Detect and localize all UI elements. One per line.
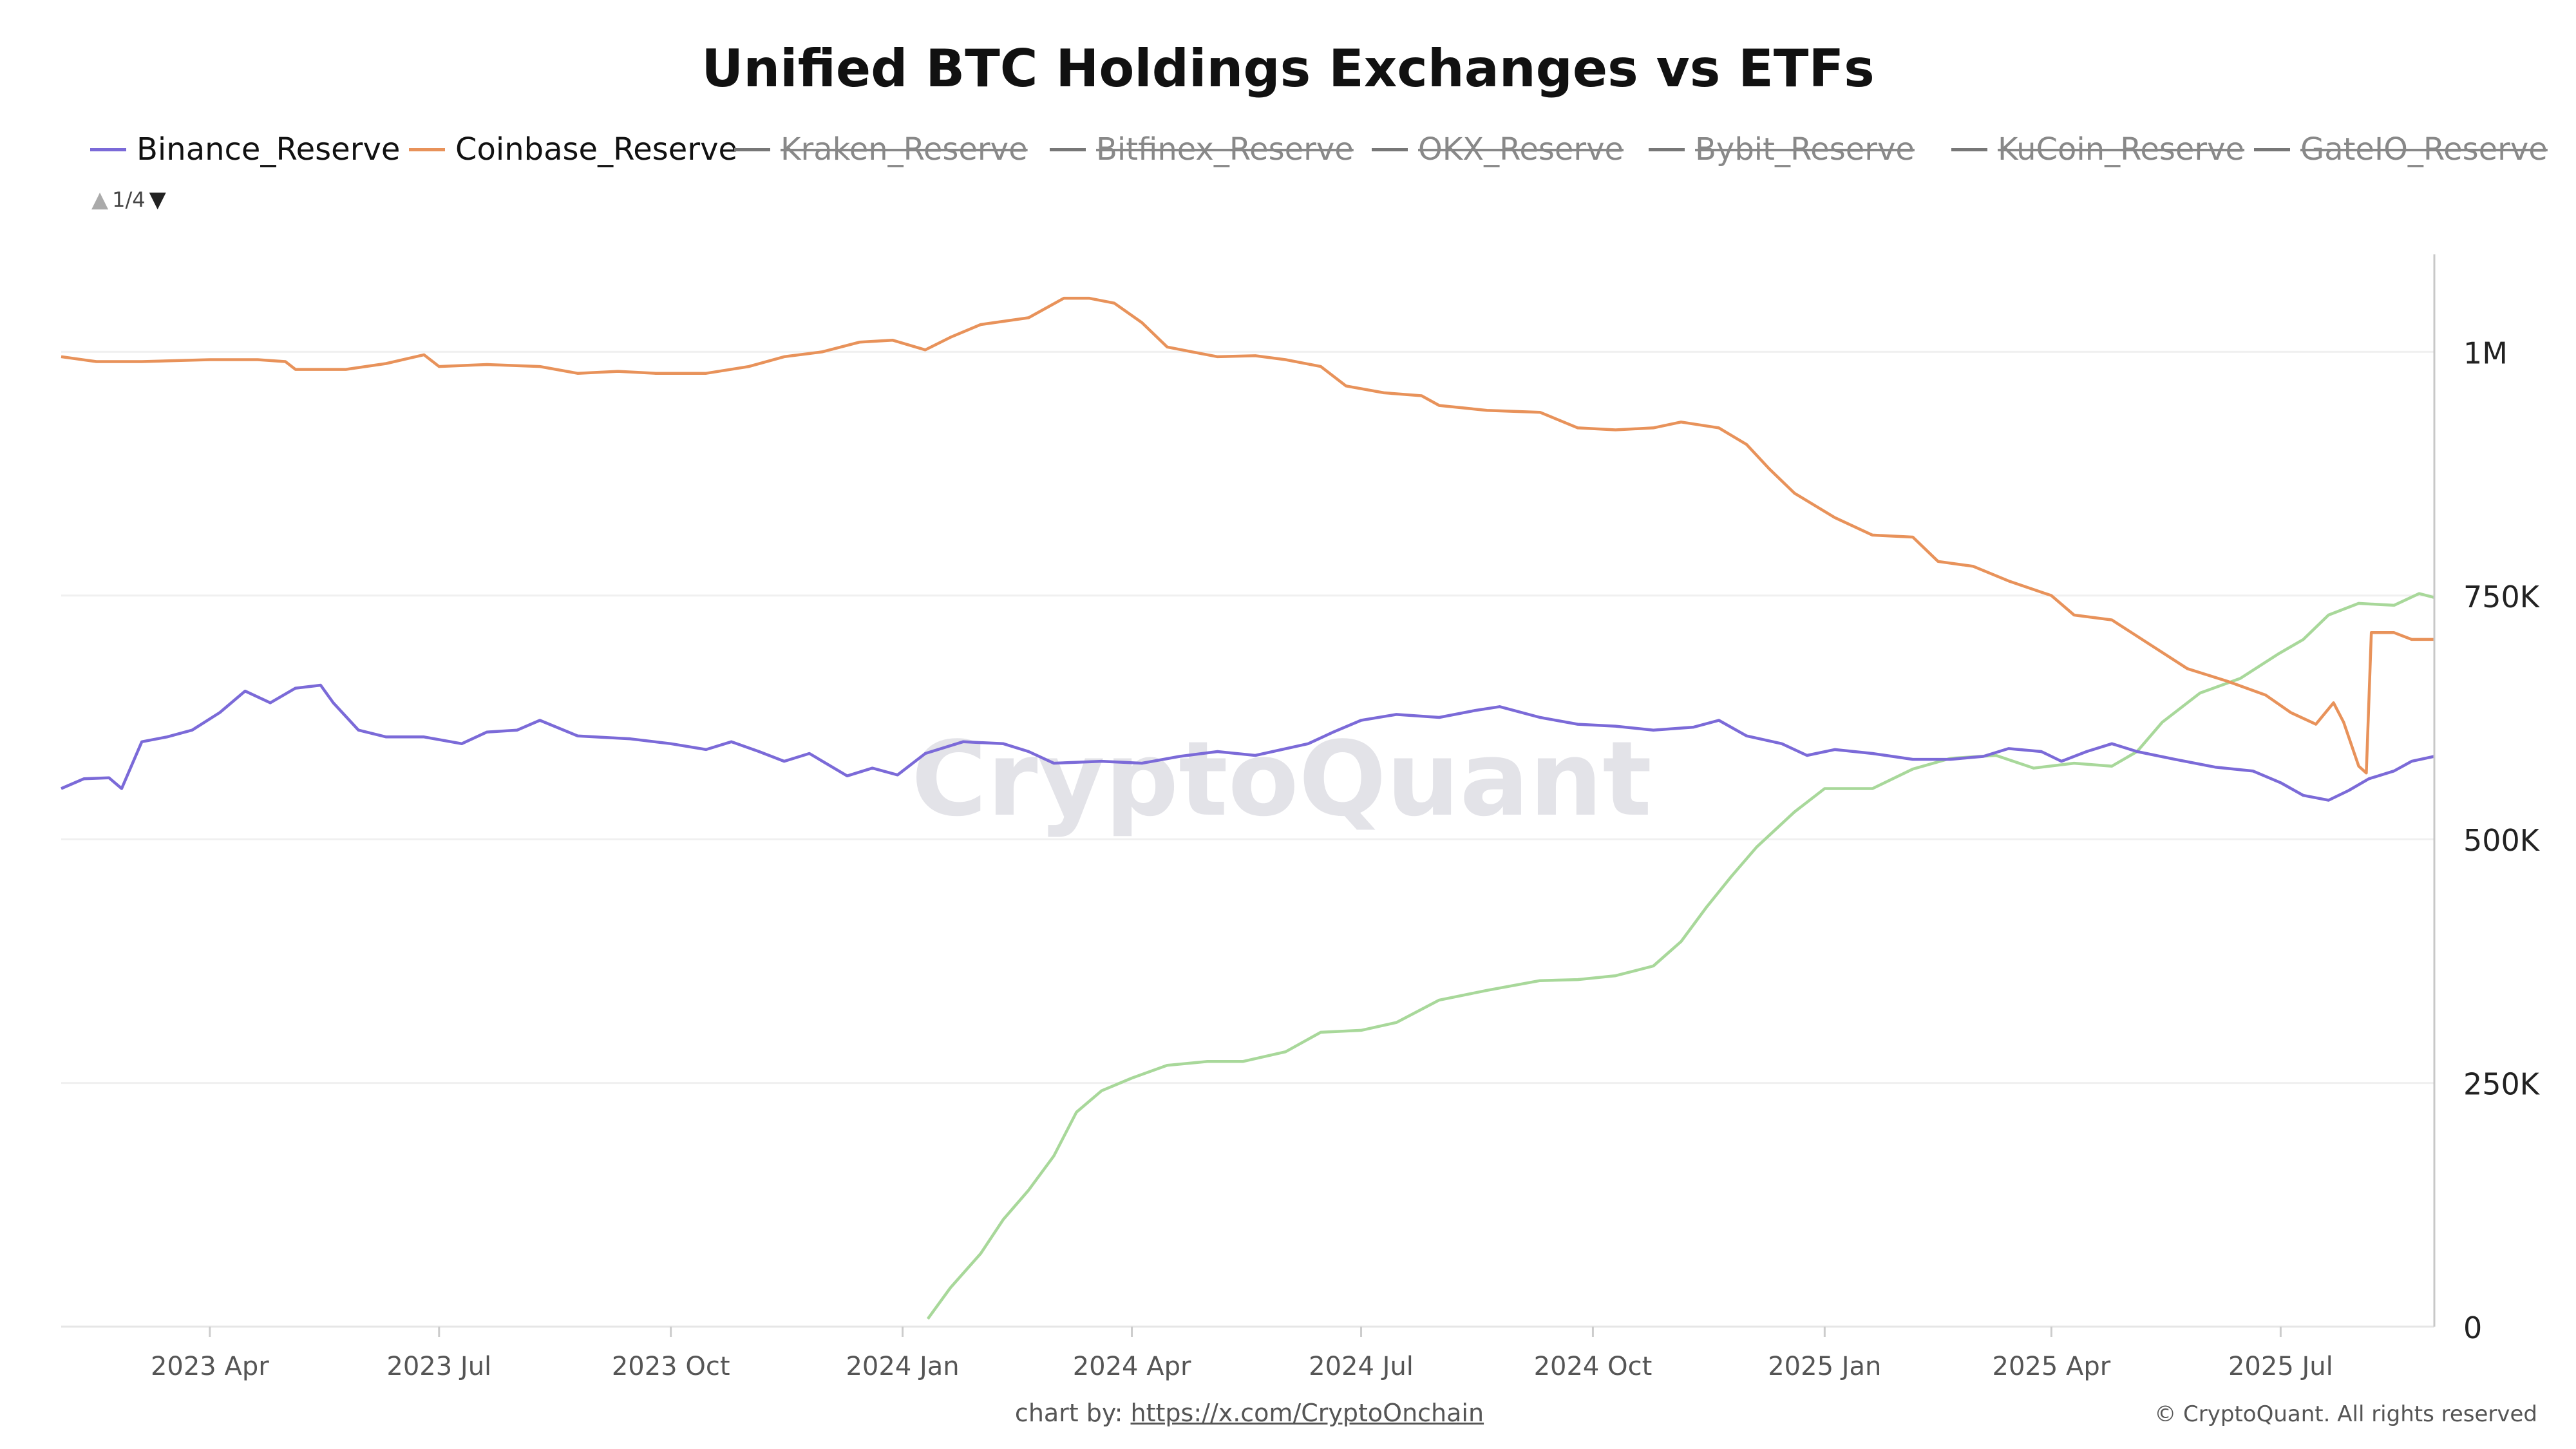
- x-tick-label: 2025 Jul: [2228, 1352, 2333, 1381]
- y-tick-label: 750K: [2463, 580, 2541, 614]
- legend-swatch: [734, 147, 770, 151]
- x-tick-label: 2024 Jan: [846, 1352, 959, 1381]
- x-tick-label: 2023 Jul: [386, 1352, 491, 1381]
- x-tick-label: 2025 Apr: [1993, 1352, 2111, 1381]
- series-line-binance-reserve: [61, 683, 2435, 802]
- credit-link[interactable]: https://x.com/CryptoOnchain: [1130, 1399, 1484, 1427]
- legend-label: Bybit_Reserve: [1695, 131, 1915, 167]
- y-tick-label: 1M: [2463, 336, 2508, 370]
- chart-title: Unified BTC Holdings Exchanges vs ETFs: [701, 39, 1875, 99]
- chart-credit: chart by: https://x.com/CryptoOnchain: [0, 1399, 2499, 1427]
- legend-page-down-icon[interactable]: ▼: [149, 187, 166, 213]
- x-tick-label: 2025 Jan: [1768, 1352, 1881, 1381]
- series-line-coinbase-reserve: [61, 296, 2434, 775]
- legend-label: Coinbase_Reserve: [455, 131, 737, 167]
- legend-label: Binance_Reserve: [137, 131, 401, 167]
- legend-item-gateio-reserve[interactable]: GateIO_Reserve: [2254, 124, 2548, 175]
- y-tick-label: 0: [2463, 1311, 2482, 1345]
- legend-label: Kraken_Reserve: [781, 131, 1028, 167]
- legend-item-kucoin-reserve[interactable]: KuCoin_Reserve: [1951, 124, 2244, 175]
- x-tick-label: 2024 Oct: [1534, 1352, 1653, 1381]
- axes: 0 250K 500K 750K 1M 2023 Apr 2023 Jul 2023 Oct 2…: [61, 254, 2541, 1381]
- legend-swatch: [2254, 147, 2290, 151]
- x-tick-label: 2023 Apr: [151, 1352, 269, 1381]
- series-line-etf-holdings: [926, 592, 2435, 1320]
- legend-swatch: [1649, 147, 1685, 151]
- legend-item-bitfinex-reserve[interactable]: Bitfinex_Reserve: [1050, 124, 1354, 175]
- credit-prefix: chart by:: [1014, 1399, 1131, 1427]
- legend-page-up-icon[interactable]: ▲: [91, 187, 109, 213]
- y-tick-label: 250K: [2463, 1067, 2541, 1102]
- gridlines: [61, 350, 2434, 1084]
- legend-label: OKX_Reserve: [1418, 131, 1624, 167]
- legend-swatch: [90, 147, 126, 151]
- legend-item-kraken-reserve[interactable]: Kraken_Reserve: [734, 124, 1028, 175]
- legend-page-indicator: 1/4: [112, 187, 146, 212]
- x-tick-label: 2024 Apr: [1073, 1352, 1191, 1381]
- legend-pager: ▲ 1/4 ▼: [91, 185, 166, 214]
- legend-item-okx-reserve[interactable]: OKX_Reserve: [1372, 124, 1624, 175]
- legend-item-bybit-reserve[interactable]: Bybit_Reserve: [1649, 124, 1915, 175]
- legend-item-binance-reserve[interactable]: Binance_Reserve: [90, 124, 400, 175]
- legend-swatch: [409, 147, 445, 151]
- legend-swatch: [1050, 147, 1086, 151]
- x-tick-label: 2024 Jul: [1309, 1352, 1414, 1381]
- legend-item-coinbase-reserve[interactable]: Coinbase_Reserve: [409, 124, 737, 175]
- legend-label: GateIO_Reserve: [2300, 131, 2548, 167]
- chart-legend: Binance_Reserve Coinbase_Reserve Kraken_Re…: [90, 124, 2548, 175]
- copyright-notice: © CryptoQuant. All rights reserved: [2154, 1401, 2537, 1427]
- legend-label: Bitfinex_Reserve: [1096, 131, 1354, 167]
- legend-swatch: [1951, 147, 1987, 151]
- legend-label: KuCoin_Reserve: [1998, 131, 2245, 167]
- watermark: CryptoQuant: [911, 719, 1652, 839]
- y-tick-label: 500K: [2463, 823, 2541, 858]
- x-tick-label: 2023 Oct: [612, 1352, 730, 1381]
- series-lines: [61, 296, 2435, 1320]
- legend-swatch: [1372, 147, 1408, 151]
